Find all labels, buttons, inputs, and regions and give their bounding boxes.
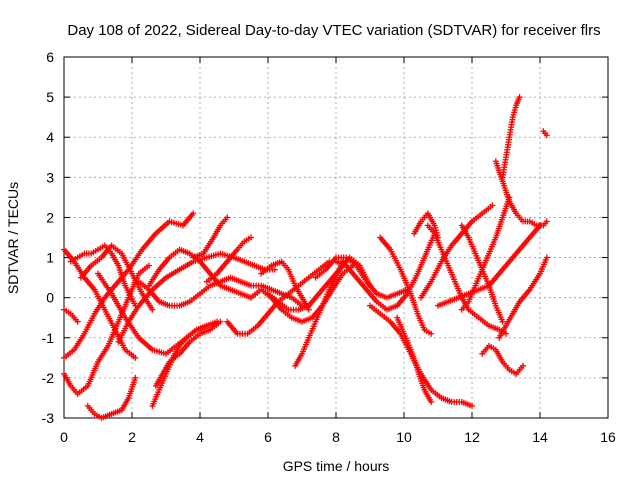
data-point [543,132,550,139]
y-tick-label: -2 [42,370,55,386]
data-point [149,306,156,313]
x-tick-label: 4 [196,429,204,445]
y-axis-label: SDTVAR / TECUs [5,182,21,294]
y-tick-label: 0 [46,290,54,306]
x-tick-label: 12 [464,429,480,445]
y-tick-label: 3 [46,169,54,185]
x-tick-label: 10 [396,429,412,445]
chart-title: Day 108 of 2022, Sidereal Day-to-day VTE… [67,22,600,39]
data-point [489,202,496,209]
data-point [469,402,475,409]
data-point [203,322,210,329]
data-points [61,94,550,421]
y-tick-label: -3 [42,410,55,426]
x-tick-label: 14 [532,429,548,445]
data-point [543,254,550,261]
data-point [132,354,139,361]
data-point [520,362,526,369]
y-tick-label: 1 [46,250,54,266]
data-point [217,318,224,325]
x-tick-label: 2 [128,429,136,445]
data-point [224,214,231,221]
x-tick-label: 16 [600,429,616,445]
y-tick-label: -1 [42,330,55,346]
y-tick-label: 2 [46,209,54,225]
y-tick-label: 5 [46,89,54,105]
x-axis-label: GPS time / hours [283,458,390,474]
data-point [248,234,254,241]
grid-lines [64,57,608,418]
data-point [428,398,435,405]
data-point [74,318,81,325]
data-point [428,330,435,337]
data-point [543,218,550,225]
data-point [271,266,278,273]
data-point [146,262,152,269]
data-point [132,374,139,381]
x-tick-label: 0 [60,429,68,445]
x-tick-label: 8 [332,429,340,445]
y-tick-label: 4 [46,129,54,145]
data-point [190,210,197,217]
x-tick-label: 6 [264,429,272,445]
data-point [516,94,523,101]
data-point [499,318,506,325]
y-tick-label: 6 [46,49,54,65]
